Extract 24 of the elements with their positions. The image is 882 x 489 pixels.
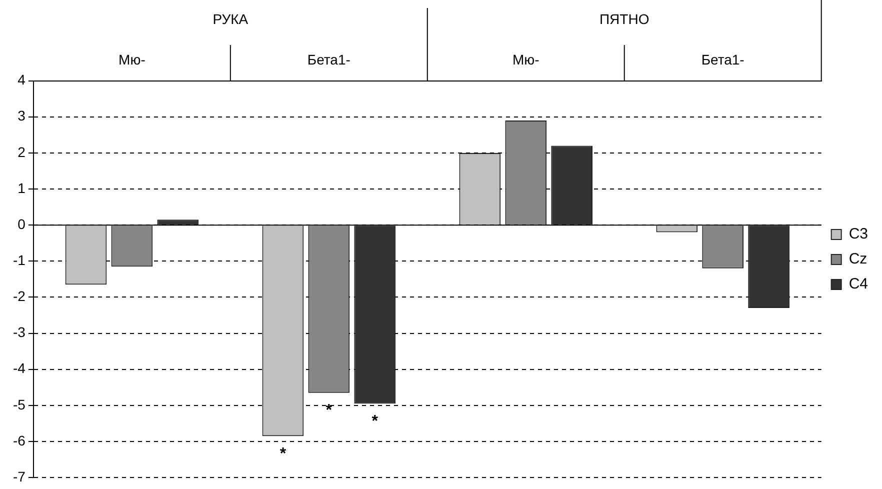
text: ПЯТНО [599,10,650,27]
y-tick-label: 0 [18,216,26,232]
y-tick-label: 1 [18,180,26,196]
y-tick-label: -6 [12,432,26,448]
y-tick-label: -3 [12,324,26,340]
y-tick-label: -1 [12,252,26,268]
y-tick-label: -7 [12,468,26,484]
annotation: * [326,402,333,420]
y-tick-label: -5 [12,396,26,412]
x-tick-label: Мю- [512,51,540,68]
y-tick-label: -2 [12,288,26,304]
y-tick-label: 4 [18,72,26,88]
legend-label: Cz [848,250,868,268]
x-tick-label: Бета1- [307,51,351,68]
y-tick-label: -4 [12,360,26,376]
y-tick-label: 2 [18,144,26,160]
x-tick-label: Мю- [118,51,146,68]
legend-label: C3 [848,226,868,243]
annotation: * [372,413,379,430]
legend-label: C4 [848,276,868,293]
text: РУКА [212,10,249,27]
x-tick-label: Бета1- [701,51,745,68]
y-tick-label: 3 [18,108,26,124]
annotation: * [280,446,287,463]
